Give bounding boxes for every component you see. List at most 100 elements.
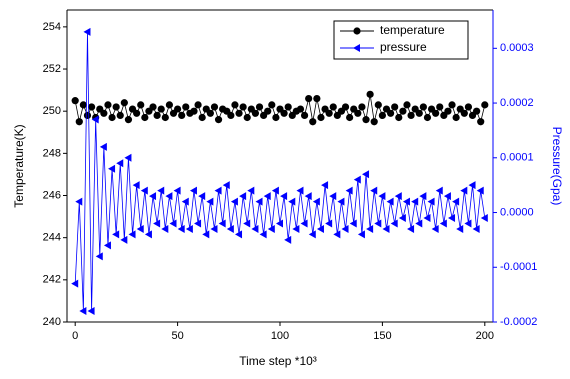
data-point bbox=[452, 197, 460, 206]
data-point bbox=[79, 307, 87, 316]
data-point bbox=[157, 186, 165, 195]
data-point bbox=[329, 192, 337, 201]
x-tick-label: 0 bbox=[72, 330, 78, 342]
data-point bbox=[120, 99, 128, 107]
data-point bbox=[317, 113, 325, 122]
y-axis-label: Temperature(K) bbox=[12, 124, 26, 207]
data-point bbox=[206, 109, 214, 117]
y-tick-label: 250 bbox=[43, 105, 61, 117]
data-point bbox=[210, 224, 218, 233]
data-point bbox=[472, 224, 480, 233]
data-point bbox=[370, 186, 378, 195]
data-point bbox=[83, 27, 91, 36]
data-point bbox=[149, 103, 157, 111]
data-point bbox=[435, 186, 443, 195]
data-point bbox=[182, 103, 190, 111]
data-point bbox=[214, 186, 222, 195]
data-point bbox=[173, 186, 181, 195]
data-point bbox=[79, 101, 87, 109]
data-point bbox=[181, 197, 189, 206]
data-point bbox=[443, 192, 451, 201]
data-point bbox=[243, 219, 251, 228]
data-point bbox=[153, 219, 161, 228]
data-point bbox=[296, 186, 304, 195]
y2-axis-label: Pressure(Gpa) bbox=[550, 127, 564, 206]
data-point bbox=[329, 103, 337, 111]
data-point bbox=[263, 192, 271, 201]
data-point bbox=[415, 109, 423, 117]
data-point bbox=[284, 103, 292, 111]
data-point bbox=[149, 192, 157, 201]
data-point bbox=[427, 197, 435, 206]
data-point bbox=[227, 111, 235, 120]
data-point bbox=[103, 241, 111, 250]
data-point bbox=[222, 181, 230, 190]
data-point bbox=[448, 101, 456, 109]
data-point bbox=[464, 219, 472, 228]
data-point bbox=[366, 90, 374, 98]
data-point bbox=[481, 101, 489, 109]
data-point bbox=[391, 103, 399, 111]
data-point bbox=[460, 186, 468, 195]
data-point bbox=[239, 103, 247, 111]
data-point bbox=[71, 279, 79, 288]
y-tick-label: 246 bbox=[43, 189, 61, 201]
data-point bbox=[231, 101, 239, 109]
data-point bbox=[218, 219, 226, 228]
data-point bbox=[133, 109, 141, 117]
data-point bbox=[468, 181, 476, 190]
data-point bbox=[104, 101, 112, 109]
data-point bbox=[349, 219, 357, 228]
data-point bbox=[116, 111, 124, 120]
data-point bbox=[108, 164, 116, 173]
data-point bbox=[403, 101, 411, 109]
data-point bbox=[185, 224, 193, 233]
y-tick-label: 242 bbox=[43, 274, 61, 286]
legend-label: temperature bbox=[380, 23, 445, 37]
data-point bbox=[178, 111, 186, 120]
data-point bbox=[321, 181, 329, 190]
data-point bbox=[436, 103, 444, 111]
data-point bbox=[464, 103, 473, 111]
data-point bbox=[255, 197, 263, 206]
data-point bbox=[399, 107, 407, 115]
data-point bbox=[337, 197, 345, 206]
data-point bbox=[300, 111, 309, 120]
y-tick-label: 244 bbox=[43, 232, 61, 244]
data-point bbox=[460, 109, 468, 117]
data-point bbox=[255, 103, 264, 111]
data-point bbox=[226, 224, 234, 233]
y2-tick-label: 0.0003 bbox=[500, 42, 534, 54]
data-point bbox=[116, 159, 124, 168]
data-point bbox=[419, 192, 427, 201]
data-point bbox=[431, 224, 439, 233]
data-point bbox=[247, 186, 255, 195]
x-tick-label: 100 bbox=[271, 330, 289, 342]
data-point bbox=[214, 116, 223, 124]
data-point bbox=[140, 186, 148, 195]
y-tick-label: 254 bbox=[43, 21, 61, 33]
data-point bbox=[112, 103, 120, 111]
data-point bbox=[378, 192, 386, 201]
data-point bbox=[395, 113, 403, 122]
data-point bbox=[264, 107, 272, 115]
data-point bbox=[362, 170, 370, 179]
data-point bbox=[398, 214, 406, 222]
data-point bbox=[177, 224, 185, 233]
data-point bbox=[239, 192, 247, 201]
data-point bbox=[194, 219, 202, 228]
data-point bbox=[75, 118, 83, 126]
data-point bbox=[280, 109, 288, 117]
data-point bbox=[284, 235, 292, 244]
data-point bbox=[407, 224, 415, 233]
data-point bbox=[99, 142, 107, 151]
data-point bbox=[407, 111, 415, 120]
data-point bbox=[235, 109, 243, 117]
data-point bbox=[206, 197, 214, 206]
data-point bbox=[312, 197, 320, 206]
data-point bbox=[210, 103, 219, 111]
legend-marker bbox=[353, 44, 360, 52]
data-point bbox=[341, 224, 349, 233]
data-point bbox=[268, 101, 276, 109]
